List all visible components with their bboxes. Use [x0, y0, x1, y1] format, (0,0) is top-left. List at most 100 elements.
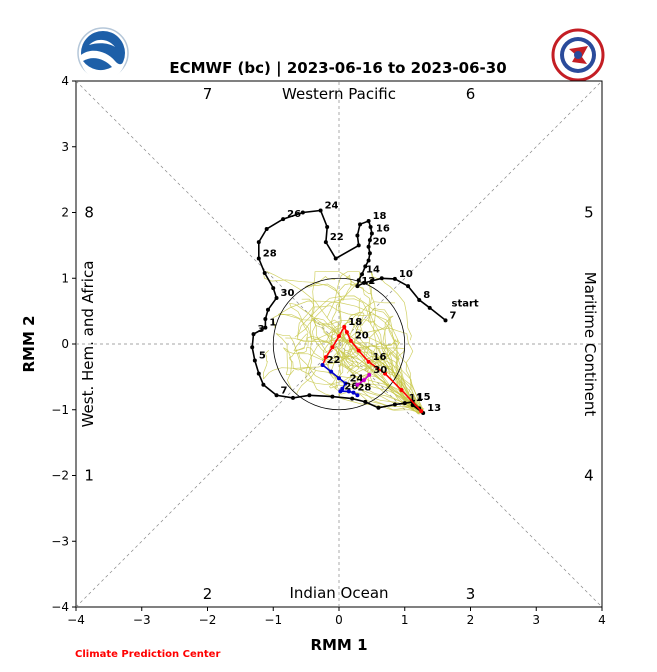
observed-point	[368, 224, 373, 229]
region-label-left: West. Hem. and Africa	[79, 261, 97, 428]
forecast-day-label: 20	[355, 331, 369, 342]
y-tick-label: 3	[61, 140, 69, 154]
forecast-point	[361, 378, 366, 383]
forecast-day-label: 24	[350, 373, 364, 384]
x-tick-label: 3	[532, 613, 540, 627]
observed-day-label: 3	[258, 324, 265, 335]
observed-point	[264, 226, 269, 231]
observed-day-label: 1	[269, 318, 276, 329]
ensemble-member-line	[289, 302, 423, 412]
ensemble-member-line	[327, 327, 423, 411]
observed-day-label: 12	[361, 276, 375, 287]
forecast-point	[419, 409, 424, 414]
forecast-point	[343, 381, 348, 386]
observed-point	[392, 402, 397, 407]
forecast-point	[330, 345, 335, 350]
observed-day-label: 26	[287, 209, 301, 220]
phase-number: 2	[203, 585, 213, 603]
nws-logo	[551, 28, 605, 82]
forecast-point	[356, 348, 361, 353]
observed-day-label: 5	[259, 350, 266, 361]
observed-point	[300, 210, 305, 215]
y-tick-label: −4	[51, 600, 69, 614]
observed-day-label: 18	[373, 211, 387, 222]
ensemble-member-line	[326, 301, 422, 414]
start-label: start	[452, 298, 479, 309]
observed-point	[250, 345, 255, 350]
observed-point	[333, 256, 338, 261]
ensemble-member-line	[294, 298, 421, 409]
observed-point	[256, 256, 261, 261]
y-tick-label: −2	[51, 469, 69, 483]
forecast-day-label: 28	[357, 383, 371, 394]
ensemble-member-line	[311, 318, 422, 413]
observed-day-label: 20	[373, 237, 387, 248]
y-tick-label: 1	[61, 271, 69, 285]
observed-point	[443, 318, 448, 323]
observed-point	[361, 280, 366, 285]
forecast-point	[399, 388, 404, 393]
observed-point	[274, 393, 279, 398]
forecast-point	[348, 338, 353, 343]
observed-point	[358, 222, 363, 227]
y-tick-label: 0	[61, 337, 69, 351]
x-tick-label: 2	[467, 613, 475, 627]
observed-day-label: 14	[366, 264, 380, 275]
observed-point	[274, 295, 279, 300]
ensemble-member-line	[326, 271, 420, 415]
y-tick-label: −3	[51, 534, 69, 548]
ensemble-member-line	[338, 297, 422, 412]
region-label-bottom: Indian Ocean	[289, 584, 388, 602]
observed-point	[252, 358, 257, 363]
observed-day-label: 30	[281, 288, 295, 299]
ensemble-member-line	[310, 305, 422, 414]
region-label-top: Western Pacific	[282, 85, 396, 103]
y-tick-label: 4	[61, 74, 69, 88]
observed-point	[369, 278, 374, 283]
observed-point	[366, 244, 371, 249]
ensemble-member-line	[336, 332, 423, 409]
observed-day-label: 24	[325, 201, 339, 212]
ensemble-member-line	[338, 349, 420, 411]
observed-point	[363, 399, 368, 404]
phase-number: 5	[584, 204, 594, 222]
observed-point	[355, 284, 360, 289]
phase-number: 1	[84, 467, 94, 485]
forecast-point	[355, 382, 360, 387]
observed-day-label: 11	[409, 393, 423, 404]
observed-point	[402, 401, 407, 406]
observed-point	[392, 276, 397, 281]
observed-point	[366, 258, 371, 263]
observed-point	[323, 240, 328, 245]
observed-point	[281, 217, 286, 222]
x-tick-label: −3	[133, 613, 151, 627]
observed-point	[263, 325, 268, 330]
observed-point	[355, 233, 360, 238]
observed-point	[251, 332, 256, 337]
ensemble-member-line	[272, 314, 423, 410]
observed-point	[318, 208, 323, 213]
observed-point	[307, 393, 312, 398]
observed-point	[367, 251, 372, 256]
forecast-point	[351, 390, 356, 395]
divider-line	[75, 80, 603, 608]
observed-point	[417, 297, 422, 302]
observed-day-label: 13	[427, 403, 441, 414]
observed-point	[256, 371, 261, 376]
forecast-point	[346, 389, 351, 394]
observed-point	[265, 307, 270, 312]
region-label-right: Maritime Continent	[581, 272, 599, 417]
observed-point	[363, 264, 368, 269]
chart-title: ECMWF (bc) | 2023-06-16 to 2023-06-30	[169, 59, 506, 78]
ensemble-member-line	[369, 271, 425, 410]
observed-point	[356, 243, 361, 248]
observed-point	[271, 286, 276, 291]
observed-point	[376, 405, 381, 410]
phase-number: 3	[466, 585, 476, 603]
observed-point	[261, 382, 266, 387]
observed-point	[379, 276, 384, 281]
observed-day-label: 7	[450, 310, 457, 321]
observed-point	[256, 240, 261, 245]
forecast-day-label: 16	[373, 352, 387, 363]
